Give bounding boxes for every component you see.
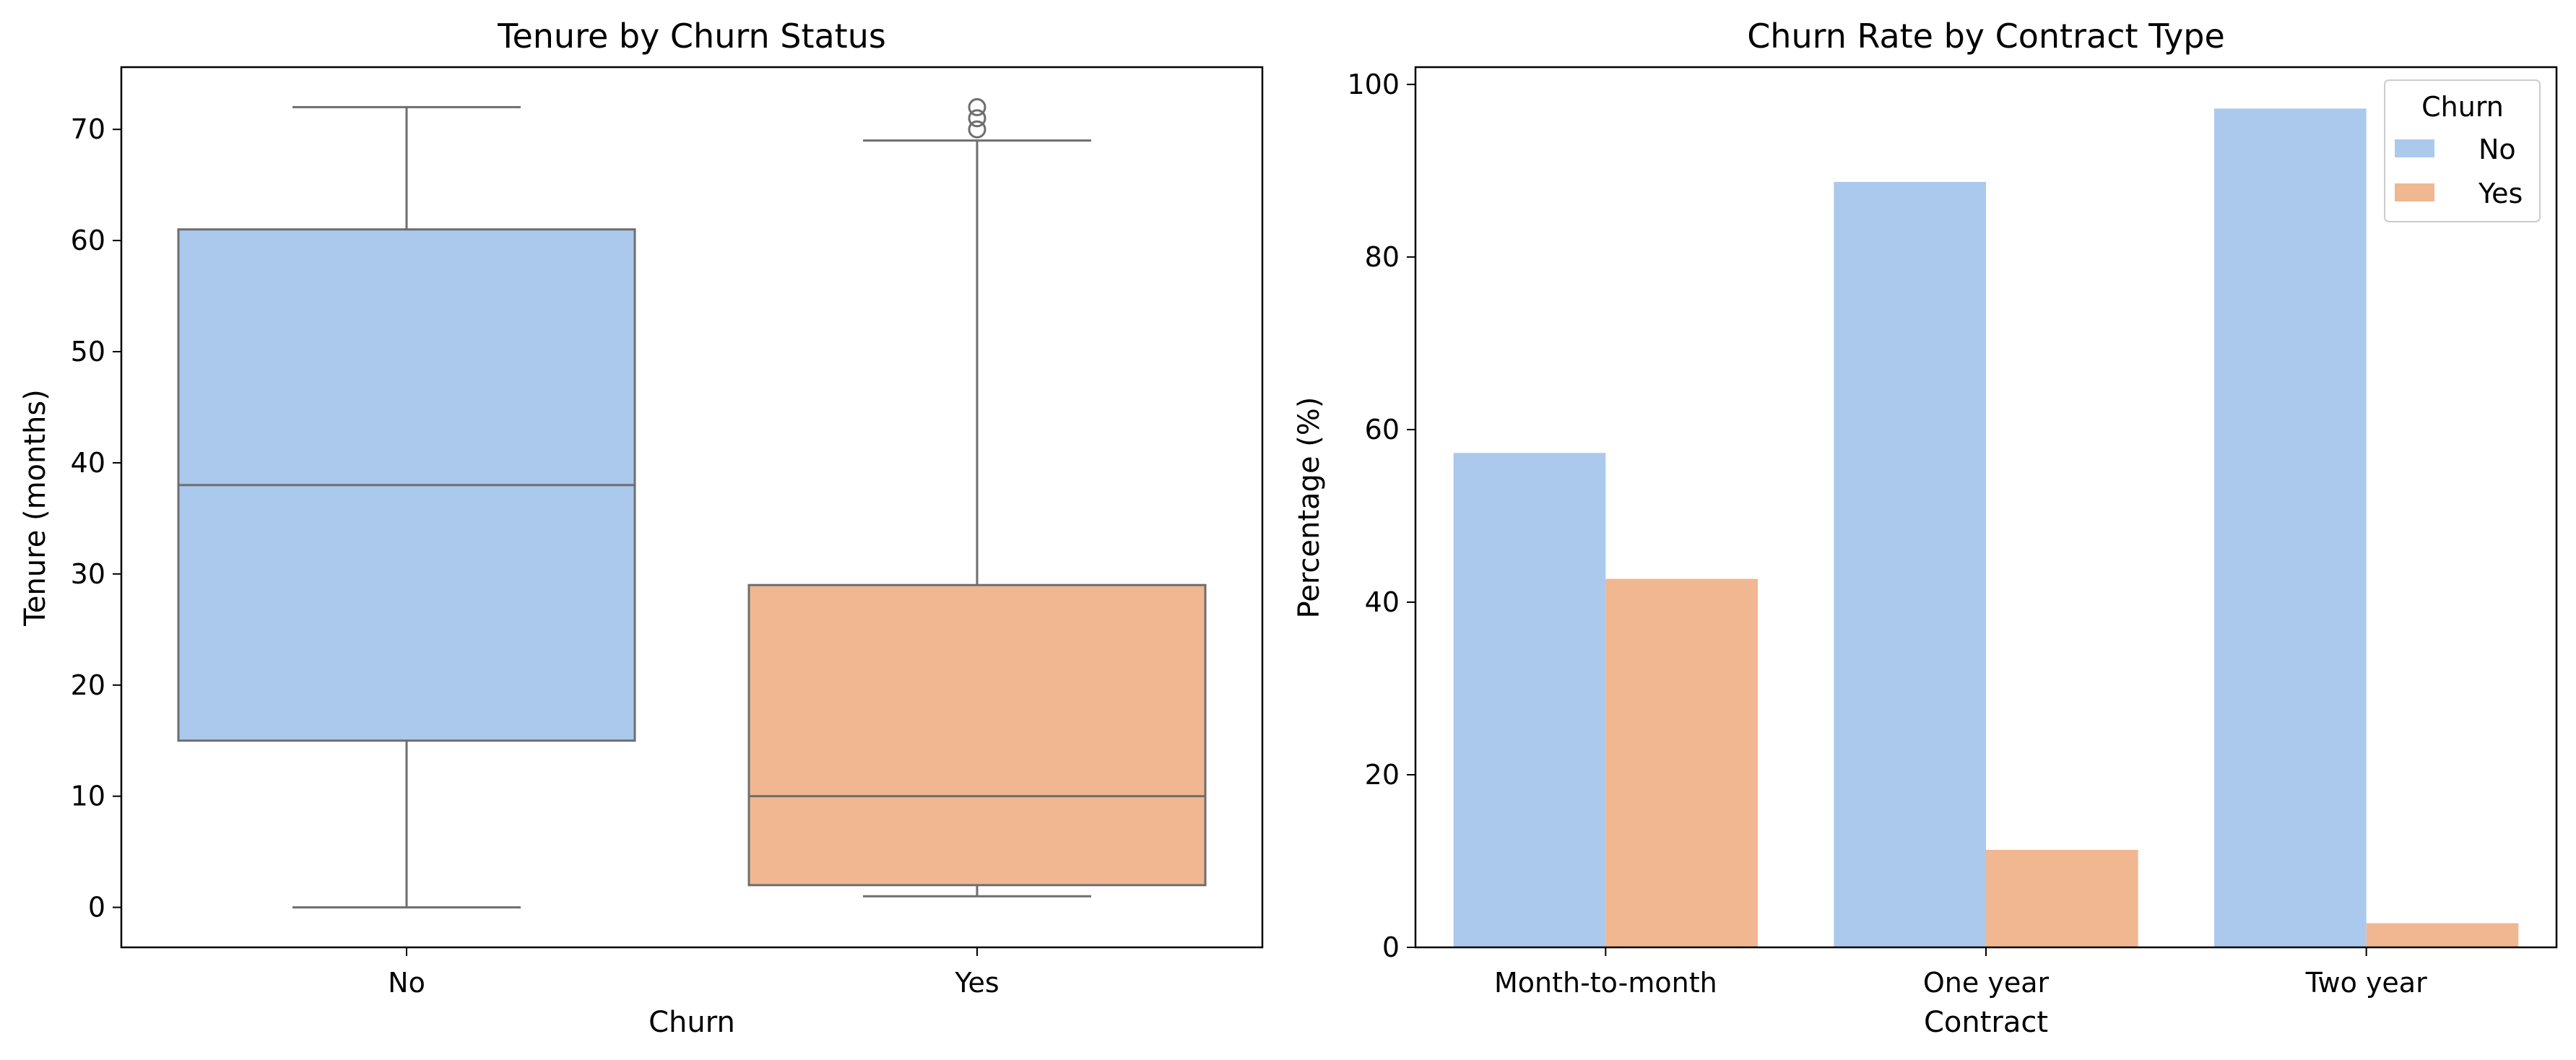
- y-tick-label: 0: [1382, 931, 1400, 963]
- outlier-point: [968, 120, 986, 139]
- churn-rate-bar-panel: Churn Rate by Contract Type 0 20 40 60 80 100…: [1293, 17, 2558, 1039]
- barchart-axes-frame: [1414, 66, 2558, 949]
- legend-label-no: No: [2479, 134, 2516, 165]
- y-tick-label: 10: [71, 781, 105, 812]
- boxplot-x-axis-label: Churn: [649, 1006, 735, 1039]
- boxplot-axes-frame: [120, 66, 1264, 949]
- legend-title: Churn: [2421, 91, 2504, 123]
- y-tick-label: 40: [71, 447, 105, 479]
- y-tick-label: 80: [1365, 241, 1400, 273]
- barchart-plot-area: 0 20 40 60 80 100 Month-to-month One year Two ye…: [1347, 66, 2558, 999]
- bar-yes-2: [2366, 923, 2519, 947]
- y-tick-label: 20: [1365, 759, 1400, 791]
- boxplot-y-axis-label: Tenure (months): [19, 389, 52, 627]
- legend-label-yes: Yes: [2478, 178, 2523, 209]
- y-tick-label: 100: [1347, 69, 1400, 100]
- y-tick-label: 60: [1365, 414, 1400, 446]
- legend-swatch-yes: [2395, 183, 2434, 201]
- barchart-y-axis-label: Percentage (%): [1293, 397, 1326, 619]
- y-tick-label: 70: [71, 113, 105, 145]
- bar-no-1: [1834, 181, 1986, 948]
- box-yes: [747, 583, 1207, 887]
- boxplot-plot-area: 0 10 20 30 40 50 60 70 No Yes: [71, 66, 1264, 999]
- bar-no-2: [2214, 108, 2367, 947]
- barchart-title: Churn Rate by Contract Type: [1747, 17, 2225, 56]
- boxplot-title: Tenure by Churn Status: [497, 17, 886, 56]
- x-tick-label: One year: [1923, 967, 2050, 999]
- y-tick-label: 60: [71, 225, 105, 256]
- y-tick-label: 50: [71, 336, 105, 368]
- x-tick-label: Month-to-month: [1494, 967, 1717, 999]
- y-tick-label: 20: [71, 669, 105, 701]
- x-tick-label: Two year: [2305, 967, 2427, 999]
- outlier-point: [968, 97, 986, 116]
- x-tick-label: No: [388, 967, 425, 999]
- barchart-legend: Churn No Yes: [2384, 79, 2541, 222]
- bar-yes-1: [1986, 849, 2138, 947]
- bar-no-0: [1453, 453, 1606, 947]
- outlier-point: [968, 109, 986, 128]
- bar-yes-0: [1605, 578, 1758, 947]
- barchart-x-axis-label: Contract: [1924, 1006, 2048, 1039]
- x-tick-label: Yes: [954, 967, 999, 999]
- y-tick-label: 0: [88, 892, 105, 924]
- legend-swatch-no: [2395, 139, 2434, 157]
- tenure-boxplot-panel: Tenure by Churn Status 0 10 20 30 40 50 60 70 No…: [19, 17, 1264, 1039]
- y-tick-label: 40: [1365, 586, 1400, 618]
- y-tick-label: 30: [71, 558, 105, 590]
